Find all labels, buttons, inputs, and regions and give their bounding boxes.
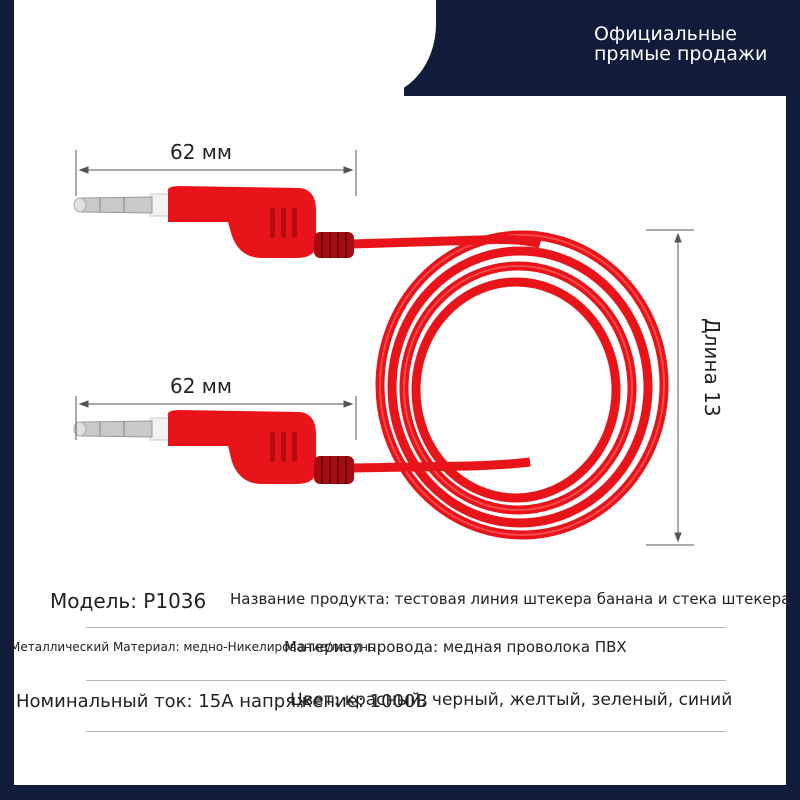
spec-rated-current: Номинальный ток: 15А напряжение: 1000В bbox=[16, 691, 428, 712]
divider-2 bbox=[86, 680, 726, 681]
plug-top bbox=[73, 186, 354, 258]
divider-3 bbox=[86, 731, 726, 732]
badge-line-1: Официальные bbox=[594, 23, 737, 45]
header-white-area bbox=[14, 0, 404, 96]
spec-model: Модель: P1036 bbox=[50, 589, 207, 613]
cable-lead-bottom bbox=[351, 457, 531, 473]
badge-line-2: прямые продажи bbox=[594, 43, 768, 65]
bottom-plug-length-label: 62 мм bbox=[170, 374, 232, 398]
divider-1 bbox=[86, 627, 726, 628]
spec-wire-material: Материал провода: медная проволока ПВХ bbox=[284, 638, 627, 656]
dimension-top bbox=[75, 150, 357, 196]
top-plug-length-label: 62 мм bbox=[170, 140, 232, 164]
cable-lead-top bbox=[351, 235, 542, 249]
dimension-length bbox=[646, 229, 694, 546]
cable-coil bbox=[375, 230, 669, 540]
spec-metal-material: Металлический Материал: медно-Никелирова… bbox=[10, 640, 375, 654]
official-sales-badge: Официальные прямые продажи bbox=[594, 24, 767, 64]
cable-length-label: Длина 13 bbox=[700, 318, 724, 417]
plug-bottom bbox=[73, 410, 354, 484]
spec-product-name: Название продукта: тестовая линия штекер… bbox=[230, 590, 791, 608]
spec-color: Цвет: красный, черный, желтый, зеленый, … bbox=[290, 690, 733, 710]
dimension-bottom bbox=[75, 396, 357, 440]
